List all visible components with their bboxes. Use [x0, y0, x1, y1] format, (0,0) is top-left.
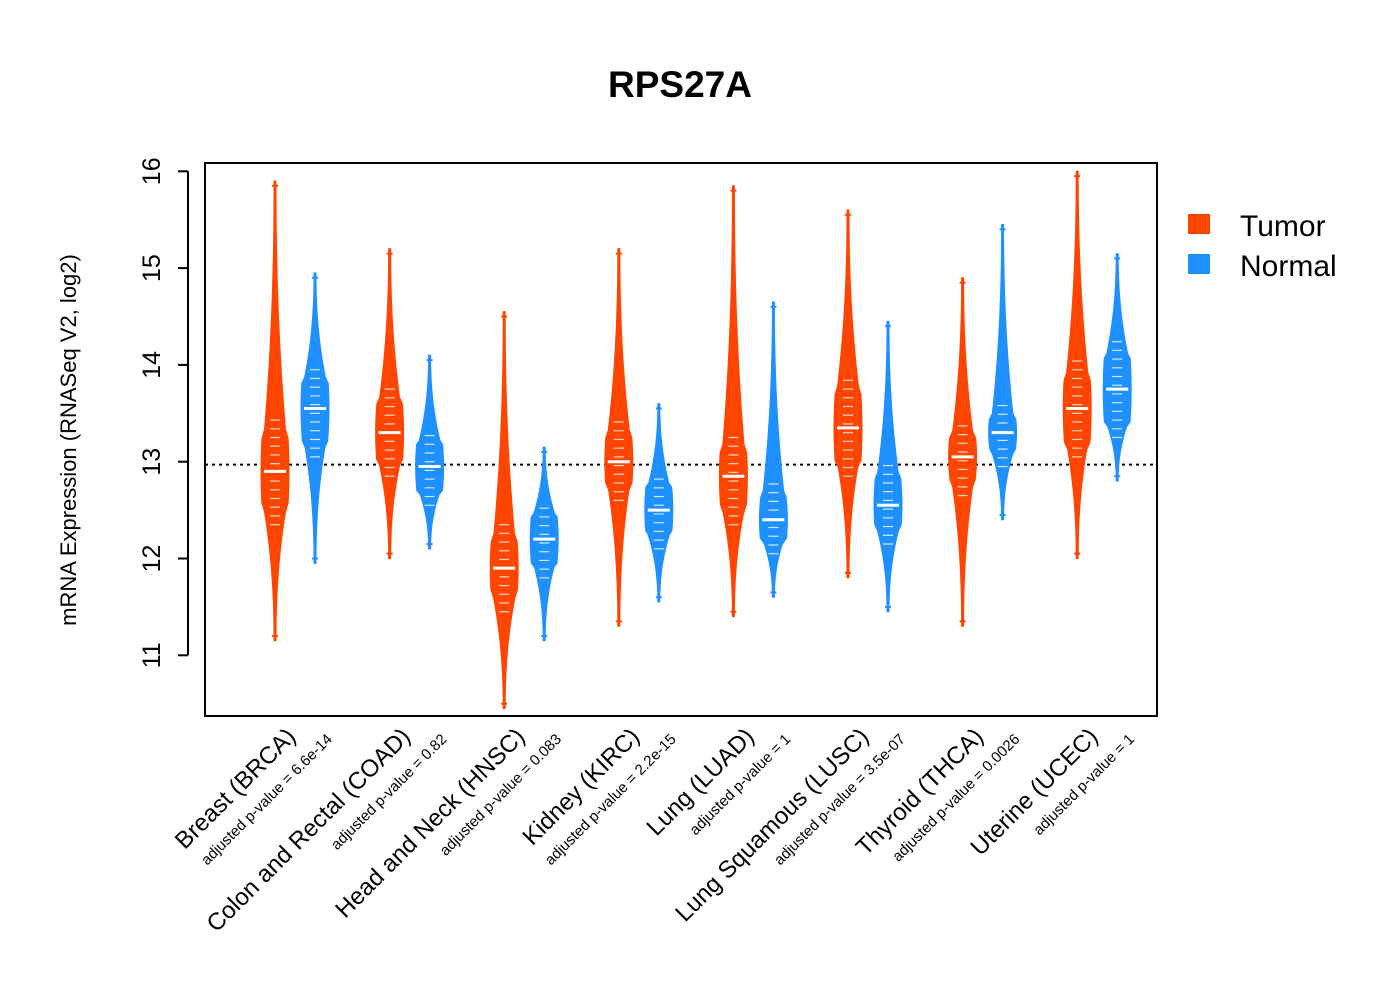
- violin-normal-2: [529, 446, 559, 642]
- violin-tumor-0: [260, 180, 290, 642]
- y-tick-label: 16: [138, 157, 166, 185]
- violin-normal-3: [644, 403, 674, 603]
- y-axis: 11 12 13 14 15 16: [138, 157, 189, 668]
- violin-tumor-1: [375, 248, 405, 559]
- violin-tumor-2: [489, 311, 519, 710]
- violin-tumor-7-body: [1062, 170, 1092, 559]
- violin-tumor-2-body: [489, 311, 519, 710]
- y-tick-label: 13: [138, 448, 166, 476]
- violin-normal-7: [1102, 253, 1132, 482]
- violin-normal-6: [988, 224, 1018, 521]
- violin-normal-5-body: [873, 320, 903, 613]
- violin-tumor-1-body: [375, 248, 405, 559]
- legend-swatch-tumor: [1188, 214, 1210, 234]
- plot-frame: [204, 162, 1158, 717]
- violin-tumor-5: [833, 209, 863, 579]
- violin-normal-1-body: [415, 354, 445, 550]
- legend: Tumor Normal: [1188, 210, 1337, 283]
- violin-tumor-6: [948, 277, 978, 627]
- violin-tumor-4-body: [718, 185, 748, 618]
- violin-normal-4: [758, 301, 788, 598]
- y-tick-label: 11: [138, 642, 166, 668]
- violin-normal-2-body: [529, 446, 559, 642]
- chart-title: RPS27A: [608, 64, 752, 105]
- violin-normal-4-body: [758, 301, 788, 598]
- violin-normal-5: [873, 320, 903, 613]
- y-tick-label: 14: [138, 351, 166, 379]
- violin-tumor-7: [1062, 170, 1092, 559]
- violin-tumor-4: [718, 185, 748, 618]
- violin-normal-1: [415, 354, 445, 550]
- violin-tumor-5-body: [833, 209, 863, 579]
- y-axis-label: mRNA Expression (RNASeq V2, log2): [56, 254, 81, 626]
- violins: [260, 170, 1132, 710]
- legend-label-normal: Normal: [1240, 250, 1337, 283]
- violin-normal-0: [300, 272, 330, 564]
- violin-tumor-3: [604, 248, 634, 627]
- y-tick-label: 15: [138, 254, 166, 282]
- violin-normal-3-body: [644, 403, 674, 603]
- violin-normal-6-body: [988, 224, 1018, 521]
- x-axis-labels: Breast (BRCA)adjusted p-value = 6.6e-14C…: [170, 723, 1138, 937]
- violin-tumor-3-body: [604, 248, 634, 627]
- violin-normal-0-body: [300, 272, 330, 564]
- violin-tumor-0-body: [260, 180, 290, 642]
- y-tick-label: 12: [138, 545, 166, 573]
- legend-label-tumor: Tumor: [1240, 210, 1326, 243]
- legend-swatch-normal: [1188, 254, 1210, 274]
